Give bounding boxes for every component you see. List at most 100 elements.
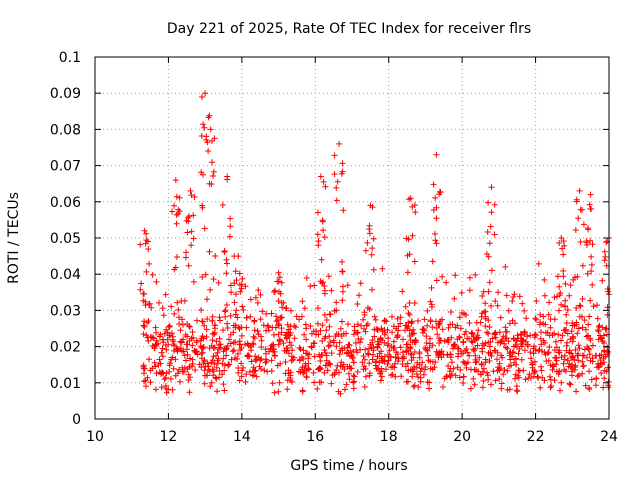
data-point	[452, 341, 458, 348]
data-point	[546, 299, 553, 306]
data-point	[374, 353, 381, 360]
data-point	[189, 356, 196, 363]
data-point	[372, 316, 379, 323]
data-point	[573, 321, 580, 328]
data-point	[226, 336, 232, 343]
data-point	[171, 202, 178, 209]
data-point	[389, 313, 395, 320]
data-point	[599, 277, 606, 284]
data-point	[586, 313, 593, 320]
data-point	[278, 279, 285, 286]
data-point	[363, 322, 370, 329]
data-point	[237, 288, 244, 295]
data-point	[546, 373, 553, 380]
data-point	[216, 374, 222, 381]
data-point	[426, 379, 433, 386]
data-point	[390, 323, 397, 330]
data-point	[498, 380, 505, 387]
data-point	[346, 376, 353, 383]
data-point	[466, 287, 473, 294]
data-point	[492, 298, 499, 305]
data-point	[418, 365, 425, 372]
data-point	[532, 331, 538, 338]
data-point	[367, 341, 374, 348]
data-point	[463, 364, 470, 371]
data-point	[560, 273, 567, 280]
data-point	[296, 357, 303, 364]
data-point	[297, 369, 304, 376]
data-point	[424, 307, 431, 314]
data-point	[151, 359, 158, 366]
y-tick-label: 0.1	[59, 50, 81, 66]
data-point	[345, 341, 352, 348]
data-point	[210, 168, 217, 175]
data-point	[203, 334, 210, 340]
data-point	[544, 350, 551, 357]
data-point	[258, 337, 265, 344]
data-point	[269, 346, 276, 353]
data-point	[521, 347, 528, 354]
data-point	[379, 265, 386, 272]
data-point	[511, 291, 518, 298]
data-point	[549, 366, 556, 373]
data-point	[227, 312, 234, 319]
data-point	[156, 299, 162, 306]
data-point	[482, 308, 489, 315]
data-point	[232, 355, 238, 361]
data-point	[238, 373, 245, 380]
data-point	[551, 377, 558, 384]
data-point	[163, 389, 170, 396]
data-point	[492, 334, 499, 341]
data-point	[520, 337, 527, 344]
data-point	[460, 338, 467, 345]
data-point	[411, 382, 418, 389]
data-point	[221, 248, 228, 254]
data-point	[317, 173, 324, 180]
data-point	[227, 215, 234, 222]
data-point	[239, 303, 246, 310]
data-point	[246, 368, 253, 375]
data-point	[235, 350, 241, 357]
data-point	[203, 133, 210, 140]
data-point	[429, 324, 436, 331]
data-point	[333, 184, 340, 191]
data-point	[168, 303, 175, 310]
data-point	[331, 171, 338, 178]
data-point	[411, 300, 418, 306]
y-tick-label: 0.06	[50, 195, 81, 211]
data-point	[485, 330, 492, 337]
data-point	[300, 347, 307, 354]
data-point	[603, 325, 610, 332]
data-point	[181, 364, 188, 371]
data-point	[262, 359, 269, 366]
data-point	[364, 350, 371, 357]
data-point	[350, 359, 357, 366]
data-point	[184, 341, 191, 348]
data-point	[142, 302, 149, 309]
data-point	[221, 362, 228, 369]
data-point	[504, 367, 511, 374]
data-point	[512, 320, 518, 327]
data-point	[147, 367, 154, 374]
data-point	[250, 333, 257, 340]
data-point	[319, 217, 326, 224]
data-point	[425, 352, 431, 359]
data-point	[374, 344, 381, 351]
data-point	[313, 331, 320, 338]
data-point	[340, 207, 347, 214]
data-point	[434, 331, 441, 338]
data-point	[362, 247, 369, 254]
data-point	[284, 329, 291, 336]
data-point	[433, 348, 440, 355]
data-point	[498, 352, 505, 359]
data-point	[541, 292, 548, 299]
data-point	[496, 376, 503, 382]
data-point	[485, 339, 492, 346]
data-point	[321, 335, 328, 342]
data-point	[497, 314, 504, 321]
data-point	[230, 347, 237, 354]
data-point	[321, 290, 328, 297]
data-point	[449, 359, 455, 366]
data-point	[223, 352, 230, 359]
data-point	[488, 381, 494, 388]
